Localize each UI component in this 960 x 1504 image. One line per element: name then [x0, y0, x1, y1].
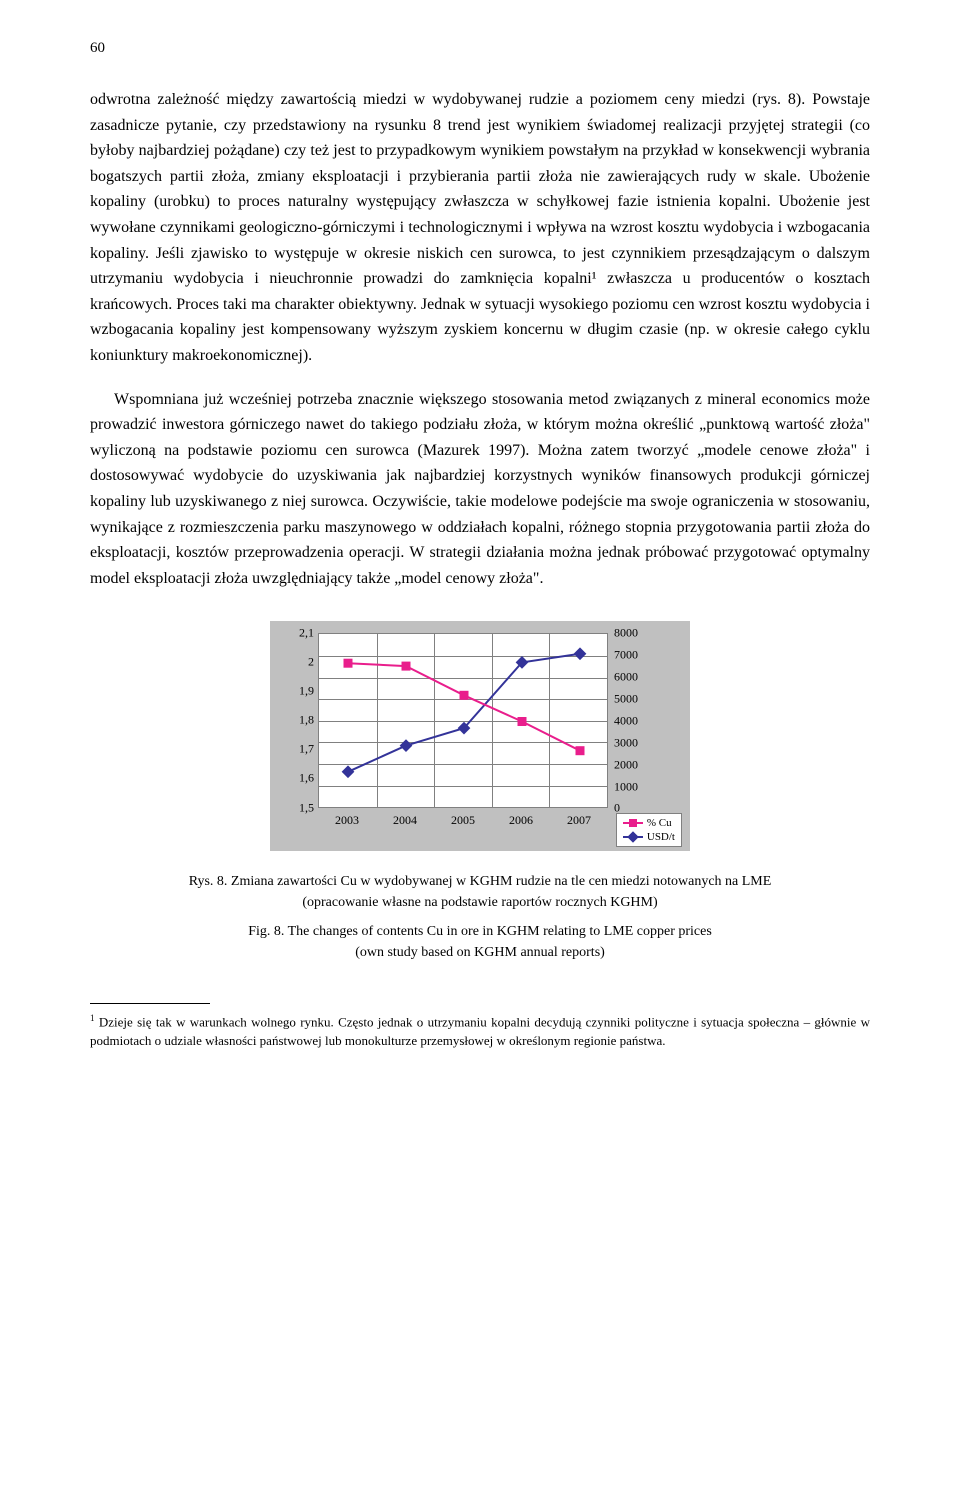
plot-area [318, 633, 608, 808]
y-left-tick: 1,6 [280, 771, 314, 786]
y-right-tick: 6000 [614, 670, 664, 685]
y-left-tick: 2 [280, 655, 314, 670]
footnote-text: Dzieje się tak w warunkach wolnego rynku… [90, 1015, 870, 1048]
x-tick: 2004 [393, 813, 417, 828]
y-right-tick: 5000 [614, 692, 664, 707]
y-right-tick: 7000 [614, 648, 664, 663]
x-tick: 2006 [509, 813, 533, 828]
y-right-tick: 8000 [614, 626, 664, 641]
y-right-tick: 2000 [614, 758, 664, 773]
figure-caption-pl: Rys. 8. Zmiana zawartości Cu w wydobywan… [90, 871, 870, 913]
y-left-tick: 1,8 [280, 713, 314, 728]
paragraph-1: odwrotna zależność między zawartością mi… [90, 87, 870, 369]
legend-label: % Cu [647, 816, 672, 830]
y-left-tick: 1,9 [280, 684, 314, 699]
y-left-tick: 1,7 [280, 742, 314, 757]
y-right-tick: 3000 [614, 736, 664, 751]
chart-box: 2,1 2 1,9 1,8 1,7 1,6 1,5 8000 7000 6000… [270, 621, 690, 851]
paragraph-2: Wspomniana już wcześniej potrzeba znaczn… [90, 387, 870, 592]
chart-legend: % Cu USD/t [616, 813, 682, 848]
x-tick: 2007 [567, 813, 591, 828]
legend-label: USD/t [647, 830, 675, 844]
legend-item-cu: % Cu [623, 816, 675, 830]
chart-svg [319, 634, 609, 809]
x-tick: 2003 [335, 813, 359, 828]
page-number: 60 [90, 40, 870, 57]
y-left-tick: 2,1 [280, 626, 314, 641]
x-tick: 2005 [451, 813, 475, 828]
footnote-divider [90, 1003, 210, 1004]
footnote-marker: 1 [90, 1013, 95, 1023]
y-right-tick: 4000 [614, 714, 664, 729]
y-left-tick: 1,5 [280, 801, 314, 816]
chart-container: 2,1 2 1,9 1,8 1,7 1,6 1,5 8000 7000 6000… [90, 621, 870, 851]
footnote: 1 Dzieje się tak w warunkach wolnego ryn… [90, 1012, 870, 1050]
y-right-tick: 1000 [614, 780, 664, 795]
figure-caption-en: Fig. 8. The changes of contents Cu in or… [90, 921, 870, 963]
legend-item-usd: USD/t [623, 830, 675, 844]
